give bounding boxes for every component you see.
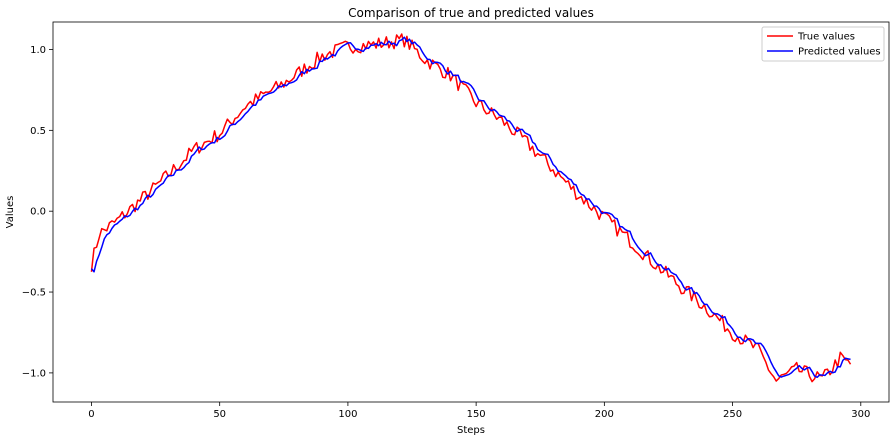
x-tick-label: 50 xyxy=(213,409,226,420)
x-tick-label: 0 xyxy=(88,409,94,420)
legend-label-true-values: True values xyxy=(797,32,855,43)
x-tick-label: 250 xyxy=(723,409,742,420)
legend: True values Predicted values xyxy=(761,26,885,62)
y-tick-label: 0.0 xyxy=(30,207,46,218)
y-tick-label: −0.5 xyxy=(22,288,46,299)
x-tick-label: 150 xyxy=(467,409,486,420)
series-line-predicted-values xyxy=(90,36,851,379)
y-tick-label: −1.0 xyxy=(22,368,46,379)
series-line-true-values xyxy=(90,33,852,383)
x-tick-label: 100 xyxy=(338,409,357,420)
x-axis-label: Steps xyxy=(457,425,485,436)
x-tick-label: 300 xyxy=(851,409,870,420)
legend-label-predicted-values: Predicted values xyxy=(798,47,881,58)
x-axis-ticks: 0 50 100 150 200 250 300 xyxy=(88,402,870,420)
y-tick-label: 1.0 xyxy=(30,45,46,56)
plot-area xyxy=(52,21,890,403)
x-tick-label: 200 xyxy=(595,409,614,420)
y-axis-ticks: −1.0 −0.5 0.0 0.5 1.0 xyxy=(22,45,53,379)
chart-title: Comparison of true and predicted values xyxy=(348,6,594,20)
y-axis-label: Values xyxy=(5,196,16,229)
y-tick-label: 0.5 xyxy=(30,126,46,137)
